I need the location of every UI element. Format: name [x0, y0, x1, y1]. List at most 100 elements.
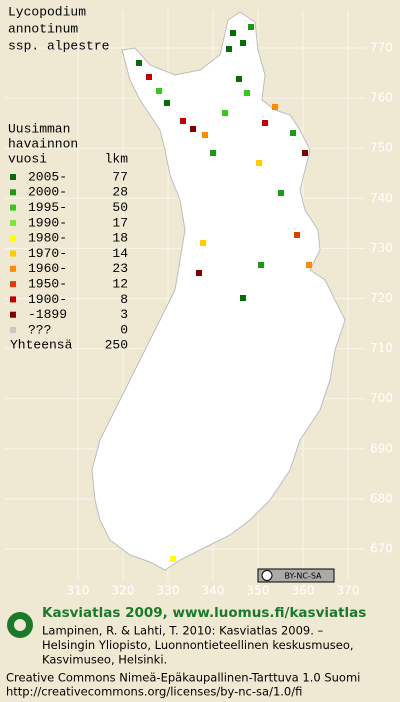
finland-outline — [91, 11, 346, 571]
square — [200, 240, 206, 246]
legend-label: -1899 — [28, 307, 67, 322]
legend-label: 1960- — [28, 261, 67, 276]
legend-count: 14 — [112, 246, 128, 261]
x-tick-label: 350 — [247, 584, 270, 598]
y-tick-label: 760 — [370, 91, 393, 105]
legend-count: 8 — [120, 292, 128, 307]
observation-squares — [136, 24, 312, 562]
legend-swatch — [10, 296, 16, 303]
y-tick-label: 720 — [370, 291, 393, 305]
legend-count: 3 — [120, 307, 128, 322]
square — [256, 160, 262, 166]
square — [294, 232, 300, 238]
title-line: Lycopodium — [8, 4, 86, 19]
square — [190, 126, 196, 132]
legend-total: 250 — [105, 338, 128, 353]
license-line: http://creativecommons.org/licenses/by-n… — [6, 685, 302, 699]
logo — [7, 612, 33, 638]
citation-line: Helsingin Yliopisto, Luonnontieteellinen… — [42, 638, 354, 652]
legend-label: ??? — [28, 322, 51, 337]
legend-label: 1900- — [28, 292, 67, 307]
cc-badge: BY-NC-SA — [257, 568, 335, 583]
legend-swatch — [10, 281, 16, 288]
square — [196, 270, 202, 276]
legend-swatch — [10, 219, 16, 226]
badge-cc — [261, 570, 273, 581]
legend-label: 1950- — [28, 277, 67, 292]
legend-swatch — [10, 265, 16, 272]
legend-count: 12 — [112, 277, 128, 292]
legend-label: 1995- — [28, 200, 67, 215]
badge-text: BY-NC-SA — [284, 572, 322, 581]
citation-line: Lampinen, R. & Lahti, T. 2010: Kasviatla… — [42, 624, 324, 638]
legend-swatch — [10, 204, 16, 211]
legend-swatch — [10, 311, 16, 318]
legend-count: 23 — [112, 261, 128, 276]
x-tick-label: 320 — [112, 584, 135, 598]
legend-label: 1970- — [28, 246, 67, 261]
square — [302, 150, 308, 156]
square — [272, 104, 278, 110]
legend-swatch — [10, 235, 16, 242]
x-tick-label: 340 — [202, 584, 225, 598]
y-tick-label: 740 — [370, 191, 393, 205]
square — [262, 120, 268, 126]
square — [236, 76, 242, 82]
title-line: annotinum — [8, 21, 78, 36]
square — [156, 88, 162, 94]
legend-total-label: Yhteensä — [10, 338, 73, 353]
x-tick-label: 330 — [157, 584, 180, 598]
y-tick-label: 710 — [370, 341, 393, 355]
square — [278, 190, 284, 196]
legend-count: 50 — [112, 200, 128, 215]
square — [136, 60, 142, 66]
y-tick-label: 680 — [370, 491, 393, 505]
citation-line: Kasvimuseo, Helsinki. — [42, 653, 167, 667]
legend-swatch — [10, 250, 16, 257]
y-tick-label: 730 — [370, 241, 393, 255]
square — [306, 262, 312, 268]
y-tick-label: 690 — [370, 441, 393, 455]
legend-count: 77 — [112, 169, 128, 184]
legend-swatch — [10, 327, 16, 333]
legend-count: 17 — [112, 215, 128, 230]
square — [180, 118, 186, 124]
footer: Lampinen, R. & Lahti, T. 2010: Kasviatla… — [6, 624, 360, 699]
x-tick-label: 360 — [292, 584, 315, 598]
legend-swatch — [10, 189, 16, 196]
square — [240, 40, 246, 46]
y-tick-label: 670 — [370, 542, 393, 556]
square — [202, 132, 208, 138]
square — [290, 130, 296, 136]
square — [222, 110, 228, 116]
legend-count: 18 — [112, 231, 128, 246]
square — [230, 30, 236, 36]
legend-title-line: vuosi — [8, 151, 47, 166]
square — [146, 74, 152, 80]
square — [170, 556, 176, 562]
legend-count-header: lkm — [105, 151, 129, 166]
species-title: Lycopodium annotinum ssp. alpestre — [8, 4, 109, 53]
legend-swatch — [10, 174, 16, 180]
square — [240, 295, 246, 301]
y-tick-label: 700 — [370, 391, 393, 405]
logo-mark-inner — [14, 619, 26, 631]
badge-box — [257, 568, 335, 583]
y-tick-label: 750 — [370, 141, 393, 155]
square — [244, 90, 250, 96]
square — [248, 24, 254, 30]
square — [258, 262, 264, 268]
legend-count: 0 — [120, 322, 128, 337]
license-line: Creative Commons Nimeä-Epäkaupallinen-Ta… — [6, 671, 360, 685]
legend-title-line: Uusimman — [8, 121, 70, 136]
legend-label: 1980- — [28, 231, 67, 246]
y-tick-label: 770 — [370, 41, 393, 55]
x-tick-label: 310 — [67, 584, 90, 598]
legend-title-line: havainnon — [8, 136, 78, 151]
legend-label: 1990- — [28, 215, 67, 230]
square — [164, 100, 170, 106]
title-line: ssp. alpestre — [8, 38, 109, 53]
legend-label: 2005- — [28, 169, 67, 184]
